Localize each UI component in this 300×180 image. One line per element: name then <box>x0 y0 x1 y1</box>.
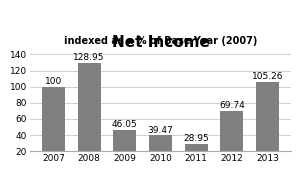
Bar <box>220 111 244 167</box>
Text: indexed as a % of Base Year (2007): indexed as a % of Base Year (2007) <box>64 36 257 46</box>
Bar <box>113 130 136 167</box>
Text: 105.26: 105.26 <box>252 73 283 82</box>
Bar <box>149 136 172 167</box>
Bar <box>77 63 101 167</box>
Text: 39.47: 39.47 <box>148 125 173 134</box>
Bar <box>184 144 208 167</box>
Text: 46.05: 46.05 <box>112 120 138 129</box>
Text: 28.95: 28.95 <box>183 134 209 143</box>
Title: Net Income: Net Income <box>112 35 209 50</box>
Text: 69.74: 69.74 <box>219 101 245 110</box>
Bar <box>42 87 65 167</box>
Text: 100: 100 <box>45 77 62 86</box>
Text: 128.95: 128.95 <box>74 53 105 62</box>
Bar <box>256 82 279 167</box>
